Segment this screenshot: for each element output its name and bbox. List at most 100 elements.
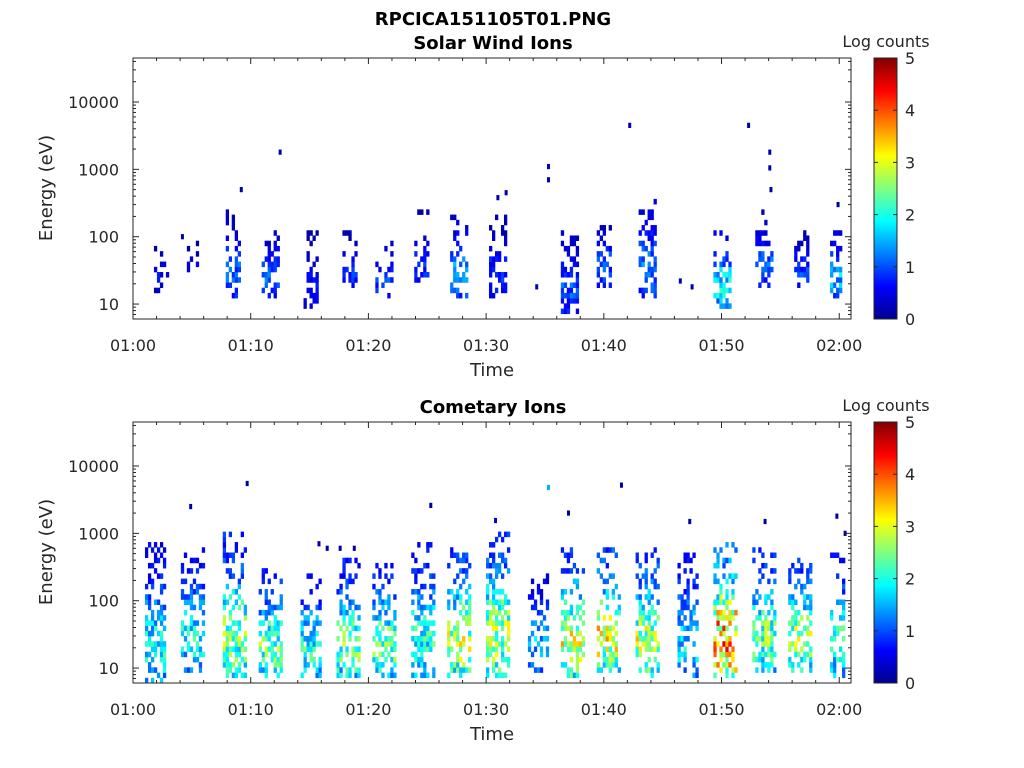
heatmap-cell xyxy=(833,662,837,668)
heatmap-cell xyxy=(575,667,580,673)
heatmap-cell xyxy=(716,641,720,647)
heatmap-cell xyxy=(351,282,355,288)
heatmap-cell xyxy=(752,604,756,611)
colorbar-tick-label: 4 xyxy=(905,101,915,120)
heatmap-cell xyxy=(198,599,203,605)
heatmap-cell xyxy=(162,667,167,673)
heatmap-cell xyxy=(486,599,490,605)
heatmap-cell xyxy=(497,568,502,574)
heatmap-cell xyxy=(243,636,247,642)
heatmap-cell xyxy=(653,578,657,585)
heatmap-cell xyxy=(180,594,185,600)
heatmap-cell xyxy=(725,641,729,647)
heatmap-cell xyxy=(189,583,194,590)
heatmap-cell xyxy=(653,266,657,273)
heatmap-cell xyxy=(273,261,277,268)
heatmap-cell xyxy=(258,641,262,647)
heatmap-cell xyxy=(189,594,194,600)
heatmap-cell xyxy=(195,630,200,637)
heatmap-cell xyxy=(722,562,726,569)
heatmap-cell xyxy=(303,667,307,673)
heatmap-cell xyxy=(339,646,343,652)
heatmap-cell xyxy=(572,636,577,642)
heatmap-cell xyxy=(273,573,277,579)
heatmap-cell xyxy=(162,646,167,652)
heatmap-cell xyxy=(243,630,247,637)
heatmap-cell xyxy=(336,620,340,626)
heatmap-cell xyxy=(417,662,421,668)
heatmap-cell xyxy=(414,573,418,579)
heatmap-cell xyxy=(836,287,840,294)
heatmap-cell xyxy=(725,251,729,257)
heatmap-cell xyxy=(453,599,457,605)
heatmap-cell xyxy=(608,547,612,553)
heatmap-cell xyxy=(201,594,206,600)
heatmap-cell xyxy=(752,594,756,600)
heatmap-cell xyxy=(503,656,508,663)
heatmap-cell xyxy=(303,604,307,611)
heatmap-cell xyxy=(225,219,230,226)
heatmap-cell xyxy=(417,646,421,652)
heatmap-cell xyxy=(153,625,158,632)
heatmap-cell xyxy=(420,651,424,658)
heatmap-cell xyxy=(608,272,612,278)
heatmap-cell xyxy=(261,261,265,268)
heatmap-cell xyxy=(147,667,152,673)
heatmap-cell xyxy=(650,272,654,278)
heatmap-cell xyxy=(267,277,271,283)
heatmap-cell xyxy=(240,656,244,663)
heatmap-cell xyxy=(506,636,511,642)
heatmap-cell xyxy=(800,562,804,569)
heatmap-cell xyxy=(560,547,565,553)
heatmap-cell xyxy=(162,641,167,647)
heatmap-cell xyxy=(237,646,241,652)
heatmap-cell xyxy=(716,609,720,616)
heatmap-cell xyxy=(494,287,499,294)
heatmap-cell xyxy=(186,245,191,252)
heatmap-cell xyxy=(414,625,418,632)
heatmap-cell xyxy=(800,630,804,637)
heatmap-cell xyxy=(647,235,651,241)
heatmap-cell xyxy=(270,609,274,616)
heatmap-cell xyxy=(165,272,170,278)
heatmap-cell xyxy=(575,625,580,632)
heatmap-cell xyxy=(381,662,385,668)
heatmap-cell xyxy=(456,277,460,283)
heatmap-cell xyxy=(468,656,472,663)
heatmap-cell xyxy=(465,615,469,621)
heatmap-cell xyxy=(339,583,343,590)
heatmap-cell xyxy=(354,573,358,579)
heatmap-cell xyxy=(345,578,349,585)
heatmap-cell xyxy=(830,282,834,288)
heatmap-cell xyxy=(494,272,499,278)
heatmap-cell xyxy=(159,251,164,257)
heatmap-cell xyxy=(761,651,765,658)
heatmap-cell xyxy=(797,630,801,637)
heatmap-cell xyxy=(494,568,499,574)
heatmap-cell xyxy=(638,230,642,236)
heatmap-cell xyxy=(725,662,729,668)
heatmap-cell xyxy=(465,292,469,299)
heatmap-cell xyxy=(261,573,265,579)
heatmap-cell xyxy=(492,583,496,590)
heatmap-cell xyxy=(605,630,609,637)
heatmap-cell xyxy=(503,562,508,569)
heatmap-cell xyxy=(453,552,457,559)
heatmap-cell xyxy=(692,656,696,663)
heatmap-cell xyxy=(581,636,586,642)
heatmap-cell xyxy=(183,651,188,658)
heatmap-cell xyxy=(450,214,454,221)
heatmap-cell xyxy=(279,594,283,600)
heatmap-cell xyxy=(267,609,271,616)
heatmap-cell xyxy=(575,630,580,637)
heatmap-cell xyxy=(456,240,460,247)
heatmap-cell xyxy=(605,578,609,585)
heatmap-cell xyxy=(506,568,511,574)
colorbar-tick-label: 5 xyxy=(905,413,915,432)
heatmap-cell xyxy=(153,245,158,252)
heatmap-cell xyxy=(180,620,185,626)
heatmap-cell xyxy=(279,578,283,585)
heatmap-cell xyxy=(572,298,577,304)
heatmap-cell xyxy=(270,261,274,268)
heatmap-cell xyxy=(608,630,612,637)
